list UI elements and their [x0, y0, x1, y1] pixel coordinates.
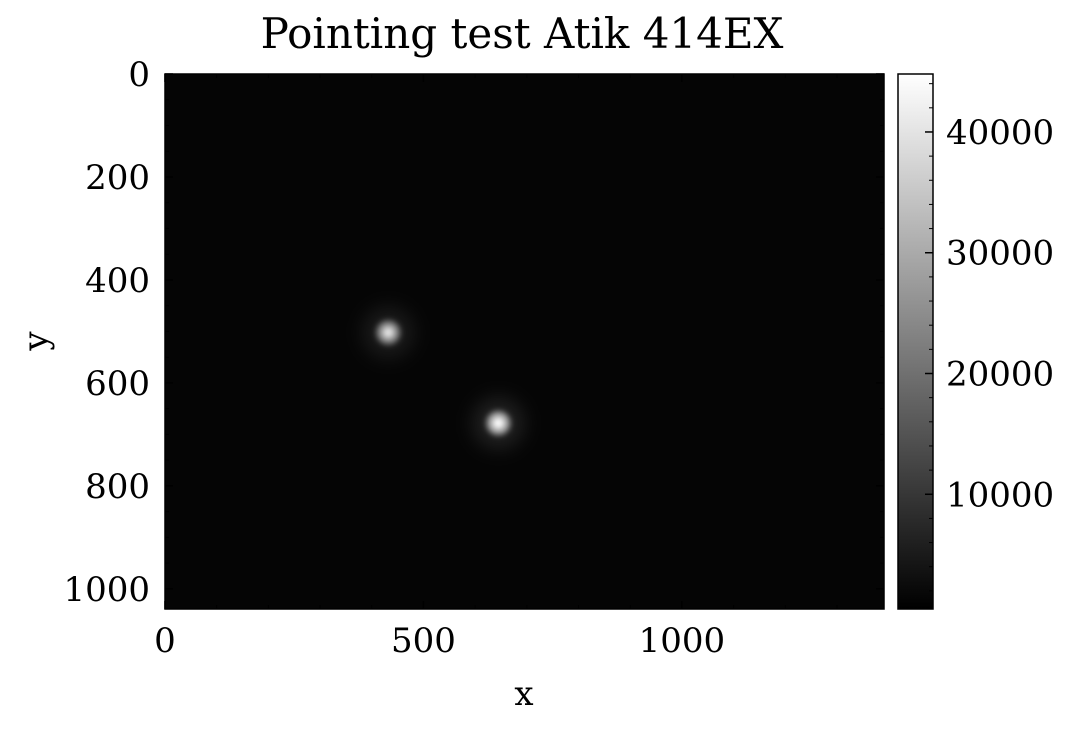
sources-layer [362, 306, 525, 450]
colorbar-tick-label: 20000 [946, 355, 1054, 395]
source-core [492, 417, 505, 430]
colorbar-tick-label: 10000 [946, 475, 1054, 515]
x-tick-label: 0 [154, 621, 176, 661]
y-tick-label: 0 [128, 55, 150, 95]
y-axis: 0 200 400 600 800 1000 [63, 55, 884, 610]
y-tick-label: 600 [85, 364, 150, 404]
y-tick-label: 400 [85, 261, 150, 301]
x-axis-label: x [514, 674, 533, 714]
plot-frame [164, 73, 885, 610]
colorbar [897, 73, 934, 610]
x-tick-label: 1000 [639, 621, 726, 661]
y-tick-label: 1000 [63, 570, 150, 610]
source-core [382, 326, 395, 339]
x-tick-label: 500 [391, 621, 456, 661]
colorbar-axis: 10000 20000 30000 40000 [925, 83, 1054, 592]
chart-title: Pointing test Atik 414EX [261, 9, 784, 58]
x-axis: 0 500 1000 [154, 74, 838, 661]
colorbar-tick-label: 30000 [946, 234, 1054, 274]
plot-area [165, 74, 884, 609]
y-axis-label: y [16, 331, 56, 352]
y-tick-label: 800 [85, 467, 150, 507]
colorbar-tick-label: 40000 [946, 113, 1054, 153]
y-tick-label: 200 [85, 158, 150, 198]
